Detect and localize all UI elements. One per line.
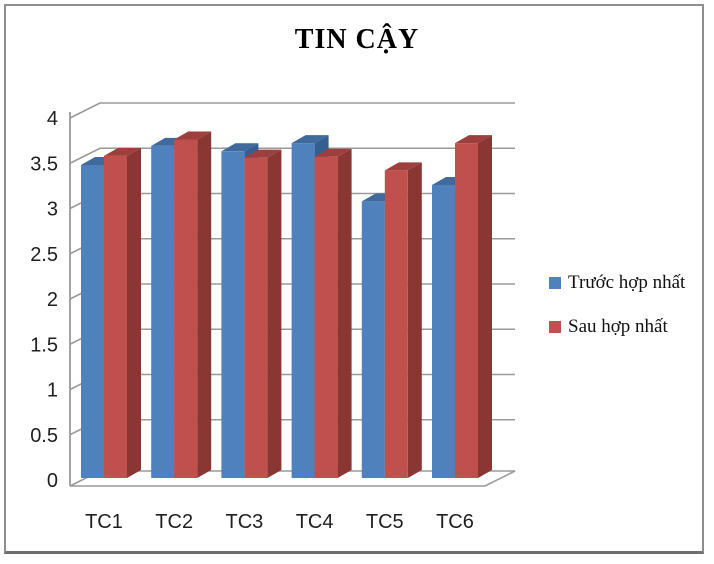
bar-front-face: [291, 143, 315, 478]
legend-item: Trước hợp nhất: [549, 271, 685, 295]
legend-item: Sau hợp nhất: [549, 315, 685, 339]
bar-front-face: [104, 155, 127, 479]
bar: [384, 162, 422, 479]
bar-top-face: [314, 148, 352, 157]
bar-top-face: [244, 149, 282, 158]
bar-front-face: [81, 164, 104, 478]
bar-front-face: [174, 139, 198, 479]
bar-top-face: [221, 143, 259, 152]
x-category-label: TC2: [155, 511, 193, 533]
y-gridline: [69, 102, 515, 119]
bar: [314, 148, 352, 478]
legend: Trước hợp nhất Sau hợp nhất: [549, 271, 685, 339]
bar-side-face: [478, 135, 492, 478]
y-tick-label: 1.5: [30, 334, 58, 356]
bar: [104, 147, 141, 479]
bar: [455, 135, 492, 478]
y-tick-label: 3: [47, 199, 58, 221]
y-tick-label: 4: [47, 108, 58, 130]
y-tick-label: 2.5: [30, 244, 58, 266]
y-tick-label: 3.5: [30, 153, 58, 175]
x-category-label: TC3: [226, 511, 264, 533]
y-tick-label: 1: [47, 380, 58, 402]
y-tick-label: 0: [47, 470, 58, 492]
bar-top-face: [291, 135, 329, 144]
bar-top-face: [384, 162, 422, 171]
legend-swatch-series1-icon: [549, 277, 561, 289]
bar-front-face: [384, 170, 408, 479]
bar-front-face: [455, 143, 478, 478]
bar-front-face: [314, 156, 338, 478]
bar-front-face: [151, 145, 175, 478]
bar-side-face: [407, 162, 422, 479]
bar-top-face: [174, 131, 212, 140]
bar-side-face: [197, 131, 212, 479]
x-category-label: TC4: [296, 511, 334, 533]
bar-front-face: [432, 184, 455, 479]
x-category-label: TC6: [436, 511, 474, 533]
y-tick-label: 2: [47, 289, 58, 311]
y-tick-label: 0.5: [30, 425, 58, 447]
y-gridline: [69, 147, 515, 164]
bar-top-face: [104, 147, 141, 156]
x-category-label: TC5: [366, 511, 404, 533]
bar: [174, 131, 212, 479]
legend-label-series2: Sau hợp nhất: [568, 316, 668, 337]
bar-front-face: [244, 157, 268, 478]
legend-label-series1: Trước hợp nhất: [568, 272, 686, 293]
bar: [244, 149, 282, 478]
bar-side-face: [267, 149, 282, 478]
legend-swatch-series2-icon: [549, 321, 561, 333]
bar-front-face: [361, 201, 385, 479]
x-category-label: TC1: [85, 511, 123, 533]
bar-side-face: [337, 148, 352, 478]
chart-title: TIN CẬY: [294, 24, 420, 55]
bar-top-face: [455, 135, 492, 144]
bar-side-face: [127, 147, 141, 479]
bar-front-face: [221, 151, 245, 478]
